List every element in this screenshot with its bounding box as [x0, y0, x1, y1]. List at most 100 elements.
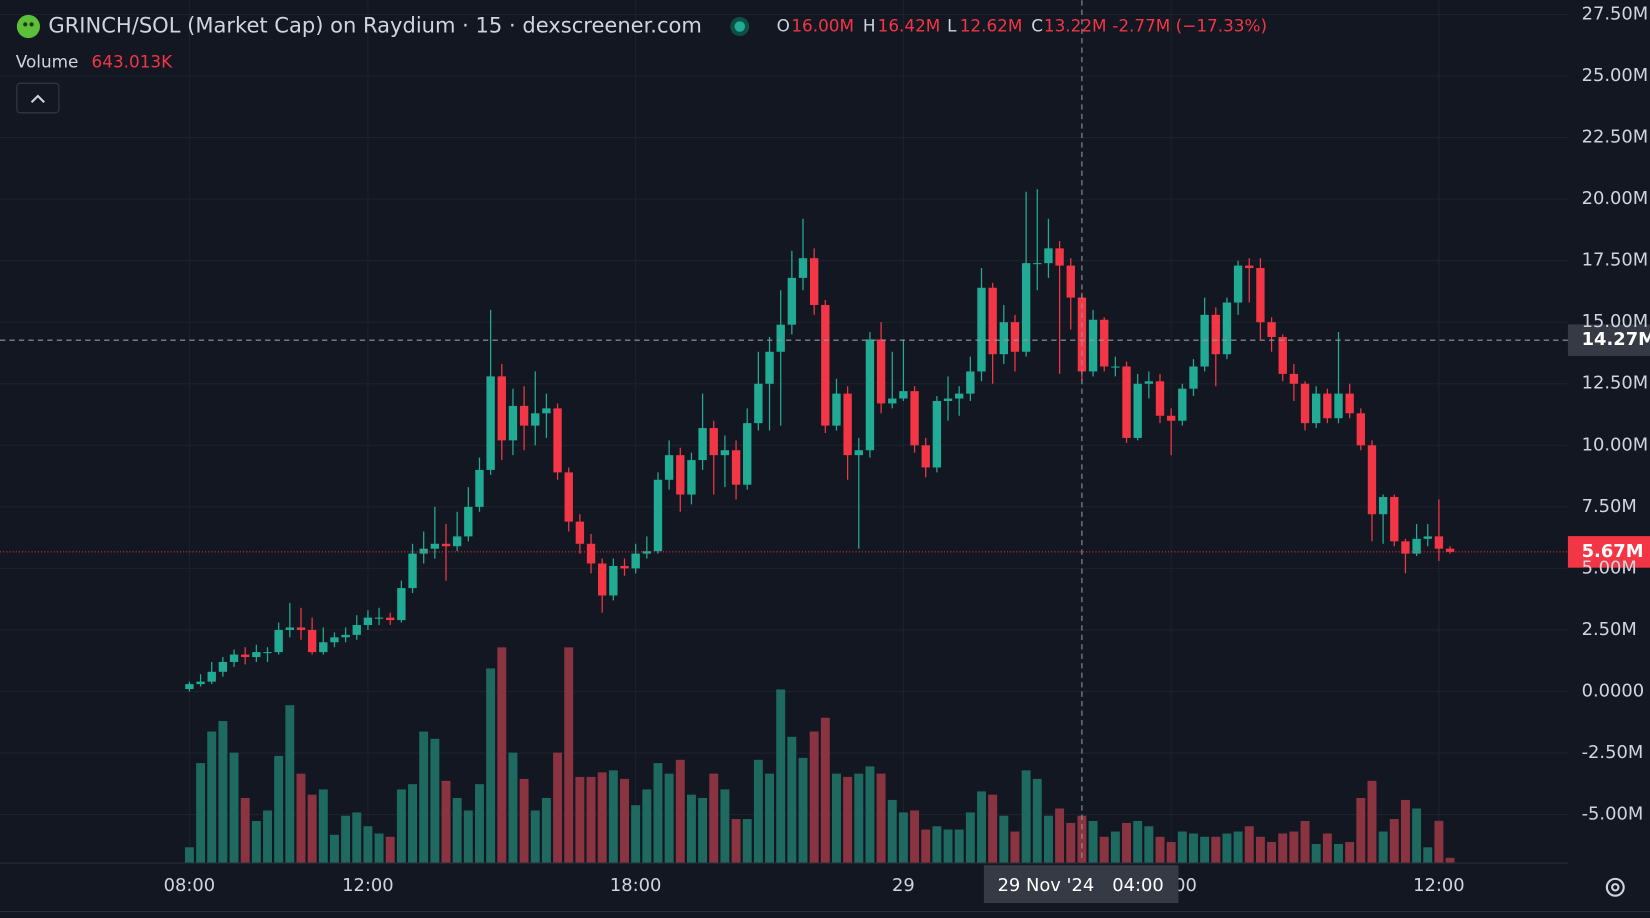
candle-body [207, 671, 216, 682]
volume-bar [530, 810, 540, 864]
volume-bar [1010, 831, 1020, 864]
volume-bar [898, 812, 908, 864]
candle-body [664, 455, 674, 480]
candle-body [374, 617, 384, 619]
volume-bar [1189, 833, 1198, 864]
volume-bar [463, 810, 473, 864]
candle-body [1289, 373, 1299, 384]
volume-bar [686, 794, 696, 864]
settings-icon[interactable] [1605, 877, 1625, 897]
candle-body [653, 479, 663, 552]
grid [0, 0, 1568, 864]
candle-body [698, 428, 707, 461]
candle-body [676, 455, 685, 495]
y-tick-label: 20.00M [1582, 188, 1649, 209]
volume-bar [1322, 833, 1332, 864]
candle-body [586, 543, 596, 564]
candle-body [1021, 263, 1031, 352]
candle-body [1434, 536, 1444, 549]
volume-bar [1110, 831, 1120, 864]
volume-bar [274, 755, 284, 864]
volume-bar [475, 784, 484, 864]
volume-bar [854, 773, 864, 864]
candle-body [386, 617, 395, 621]
candle-body [196, 681, 205, 685]
volume-bar [932, 826, 942, 864]
volume-bar [977, 791, 986, 864]
candle-body [1390, 497, 1399, 542]
settings-icon-core [1611, 883, 1620, 892]
volume-bar [1300, 820, 1310, 864]
volume-bar [240, 797, 250, 864]
volume-bar [631, 805, 641, 864]
volume-bar [921, 829, 931, 864]
candle-body [865, 339, 875, 451]
volume-bar [363, 826, 373, 864]
volume-bar [843, 776, 853, 864]
volume-bar [1233, 831, 1243, 864]
volume-title: Volume [16, 51, 79, 71]
candle-body [798, 258, 808, 278]
y-tick-label: 0.0000 [1582, 680, 1645, 701]
volume-bar [385, 836, 395, 864]
candle-body [910, 391, 919, 446]
x-tick-label: 18:00 [610, 875, 662, 896]
last-price-label: 5.67M [1582, 541, 1644, 562]
candle-body [843, 393, 852, 456]
candle-body [598, 563, 607, 596]
candle-body [720, 450, 730, 456]
y-tick-label: -5.00M [1582, 804, 1644, 825]
candle-body [731, 450, 741, 485]
candle-body [1323, 393, 1332, 419]
volume-bar [1378, 831, 1388, 864]
candle-body [1033, 263, 1042, 265]
candle-body [363, 617, 373, 626]
candle-body [631, 553, 640, 569]
candle-body [531, 413, 540, 426]
candle-body [1144, 381, 1154, 384]
candle-body [1055, 248, 1064, 266]
x-tick-label: 08:00 [164, 875, 216, 896]
volume-bar [1155, 836, 1165, 864]
candle-body [330, 637, 339, 643]
volume-bar [742, 819, 752, 864]
y-tick-label: 12.50M [1582, 373, 1649, 394]
candle-body [1166, 415, 1176, 421]
volume-bar [553, 752, 563, 864]
crosshair-price-label: 14.27M [1582, 329, 1650, 350]
volume-bar [1200, 836, 1210, 864]
y-tick-label: 22.50M [1582, 127, 1649, 148]
candle-body [307, 629, 317, 653]
collapse-button[interactable] [16, 82, 60, 114]
volume-bar [887, 799, 897, 864]
candle-body [687, 460, 696, 495]
last-price-box [1567, 536, 1650, 568]
volume-bar [452, 797, 462, 864]
volume-bar [207, 731, 217, 864]
candle-body [1256, 268, 1265, 323]
candle-body [1066, 265, 1075, 298]
candle-body [943, 398, 953, 401]
volume-bar [1367, 780, 1377, 864]
volume-bar [653, 763, 663, 864]
candle-body [352, 625, 361, 635]
volume-bar [709, 773, 719, 864]
volume-bar [1311, 844, 1321, 864]
volume-bar [184, 847, 194, 864]
candle-body [575, 521, 585, 544]
candle-body [1189, 366, 1198, 389]
y-tick-label: 7.50M [1582, 496, 1637, 517]
token-logo-eye [29, 22, 34, 27]
volume-bar [1021, 770, 1031, 864]
legend-value: 13.22M [1044, 16, 1107, 36]
candle-body [743, 423, 752, 485]
volume-bar [999, 815, 1009, 864]
crosshair-price-box [1567, 324, 1650, 356]
overlay: 5.67M 14.27M [0, 0, 1650, 864]
volume-bar [832, 773, 841, 864]
candle-body [464, 506, 473, 537]
volume-bar [675, 759, 685, 864]
candle-body [1245, 265, 1254, 269]
